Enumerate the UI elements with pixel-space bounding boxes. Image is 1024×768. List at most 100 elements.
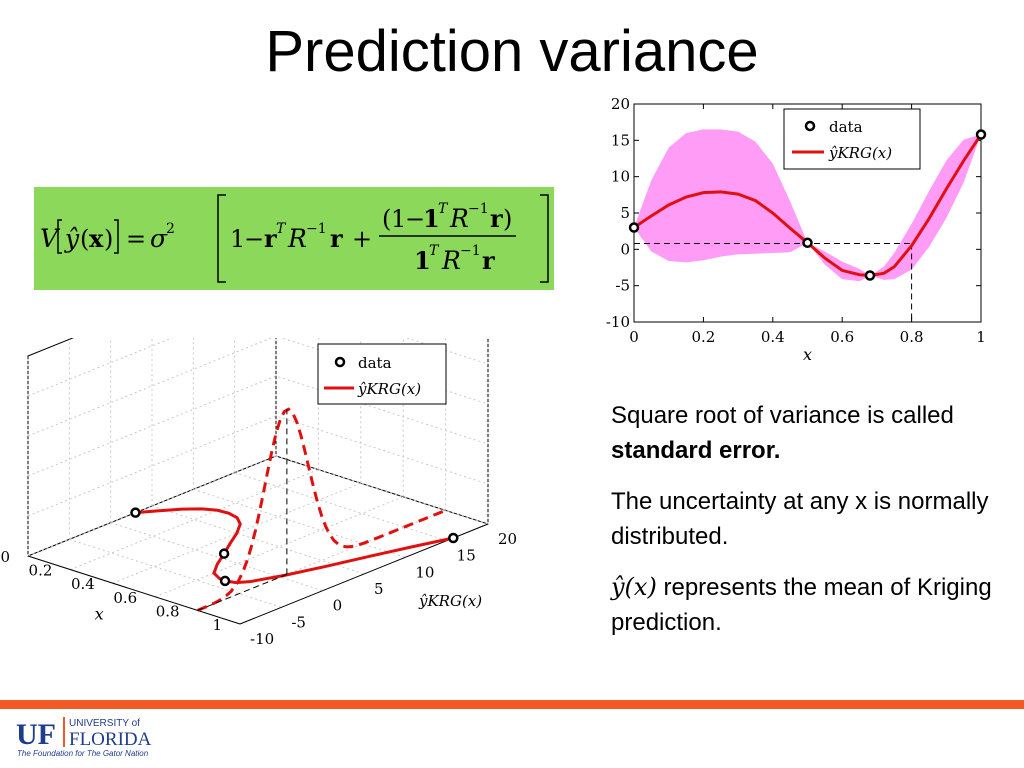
formula-sq: 2 xyxy=(166,221,175,237)
floor-grid-y xyxy=(234,472,447,542)
formula-rr1: R xyxy=(287,224,307,253)
y-tick-label: 20 xyxy=(611,95,630,113)
density-curve xyxy=(197,407,447,612)
y-tick-label: 10 xyxy=(415,563,434,581)
x-axis-edge xyxy=(27,555,241,625)
svg-text:UNIVERSITY of: UNIVERSITY of xyxy=(69,718,140,729)
formula-r4: r xyxy=(482,246,495,275)
y-tick-label: -10 xyxy=(606,313,630,331)
floor-grid-y xyxy=(110,522,323,592)
density-guide-line xyxy=(197,573,288,611)
data-point xyxy=(802,237,813,249)
legend-line-label-3d: ŷKRG(x) xyxy=(357,380,421,398)
data-point-3d xyxy=(448,532,459,544)
formula-minus: − xyxy=(244,225,264,253)
y-tick-label: 0 xyxy=(333,597,343,615)
legend-data-label: data xyxy=(829,118,863,136)
svg-text:): ) xyxy=(503,205,512,233)
bullet-3-math: ŷ(x) xyxy=(611,573,657,601)
uf-logo: UF UNIVERSITY of FLORIDA The Foundation … xyxy=(16,714,176,763)
formula-inv1: −1 xyxy=(306,221,327,237)
formula-yhat: ŷ xyxy=(64,224,80,253)
floor-grid-y xyxy=(193,488,406,558)
formula-x: x xyxy=(89,224,104,253)
data-point-3d xyxy=(218,548,230,559)
y-tick-label: -5 xyxy=(291,613,306,631)
svg-text:The Foundation for The Gator N: The Foundation for The Gator Nation xyxy=(17,749,149,758)
formula-sigma: σ xyxy=(150,224,168,253)
kriging-3d-svg: 0 0.2 0.4 0.6 0.8 1 x -10 -5 0 5 10 15 20 ŷKRG(x) data ŷ… xyxy=(0,255,517,648)
legend-data-label-3d: data xyxy=(358,354,392,372)
svg-text:(: ( xyxy=(80,225,89,253)
floor-grid-y xyxy=(69,538,282,608)
wall-grid-z xyxy=(27,375,489,477)
formula-rr3: R xyxy=(441,246,461,275)
page-title: Prediction variance xyxy=(265,19,759,84)
legend-box xyxy=(783,108,921,170)
bullet-list: Square root of variance is called standa… xyxy=(611,398,1011,656)
formula-t2: T xyxy=(438,201,449,217)
wall-grid-z xyxy=(27,295,489,397)
y-tick-label: 0 xyxy=(620,240,630,258)
formula-t1: T xyxy=(276,221,287,237)
mean-line xyxy=(633,133,983,278)
mean-curve-3d xyxy=(135,507,454,585)
formula-one3: 1 xyxy=(423,204,440,233)
bullet-mean: ŷ(x) represents the mean of Kriging pred… xyxy=(611,570,1011,640)
wall-grid-z xyxy=(27,415,489,517)
kriging-3d-chart: 0 0.2 0.4 0.6 0.8 1 x -10 -5 0 5 10 15 20 ŷKRG(x) data ŷ… xyxy=(0,255,560,673)
x-axis-label: x xyxy=(95,604,104,623)
floor-grid-y xyxy=(275,455,489,525)
bullet-standard-error: Square root of variance is called standa… xyxy=(611,398,1011,468)
legend-data-marker xyxy=(804,120,816,132)
y-tick-label: 15 xyxy=(611,131,630,149)
x-tick-label: 0.2 xyxy=(29,562,53,580)
y-tick-label: 20 xyxy=(498,530,517,548)
y-tick-label: 10 xyxy=(611,168,630,186)
y-tick-label: -10 xyxy=(250,630,274,648)
confidence-band xyxy=(634,129,981,282)
formula-rr2: R xyxy=(449,204,469,233)
formula-r2: r xyxy=(330,224,343,253)
kriging-2d-chart: 0 0.2 0.4 0.6 0.8 1 20 15 10 5 0 -5 -10 x data ŷKRG(x) xyxy=(590,92,1010,377)
x-tick-label: 0 xyxy=(0,548,10,566)
legend-line-label: ŷKRG(x) xyxy=(828,144,892,162)
uf-logo-icon: UF UNIVERSITY of FLORIDA The Foundation … xyxy=(16,717,152,758)
legend-box-3d xyxy=(317,343,447,405)
data-point-3d xyxy=(130,507,141,518)
x-tick-label: 0.6 xyxy=(830,328,854,346)
formula-one4: 1 xyxy=(414,246,431,275)
svg-text:): ) xyxy=(104,225,113,253)
x-tick-label: 0.4 xyxy=(761,328,785,346)
kriging-2d-svg: 0 0.2 0.4 0.6 0.8 1 20 15 10 5 0 -5 -10 x data ŷKRG(x) xyxy=(606,95,987,364)
formula-t3: T xyxy=(429,243,440,259)
formula-inv2: −1 xyxy=(468,201,489,217)
footer-bar xyxy=(0,700,1024,709)
formula-eq: = xyxy=(126,225,146,253)
formula-one: 1 xyxy=(230,225,245,253)
data-point-3d xyxy=(219,575,231,587)
floor-grid-x xyxy=(70,469,319,571)
y-tick-label: 5 xyxy=(620,204,630,222)
formula-inv3: −1 xyxy=(460,243,481,259)
bullet-normal-dist: The uncertainty at any x is normally dis… xyxy=(611,488,989,550)
floor-grid-y xyxy=(151,505,365,575)
y-tick-label: -5 xyxy=(615,277,630,295)
x-tick-label: 1 xyxy=(976,328,986,346)
y-tick-label: 15 xyxy=(457,547,476,565)
x-tick-label: 0.8 xyxy=(156,602,180,620)
y-axis-label: ŷKRG(x) xyxy=(418,592,482,610)
formula-svg: V ŷ ( x ) = σ 2 1 − r T R −1 r + ( 1 − 1… xyxy=(40,194,549,283)
formula-r3: r xyxy=(490,204,503,233)
bullet-3-text: represents the mean of Kriging predictio… xyxy=(611,574,992,636)
svg-text:(: ( xyxy=(382,205,391,233)
data-point xyxy=(975,129,987,140)
x-axis-label: x xyxy=(803,345,812,364)
data-point xyxy=(864,270,876,281)
bullet-1-bold: standard error. xyxy=(611,437,781,464)
formula-one2: 1 xyxy=(391,205,406,233)
svg-text:UF: UF xyxy=(16,718,56,751)
data-point xyxy=(628,222,640,233)
bullet-1-text: Square root of variance is called xyxy=(611,402,954,429)
variance-formula: V ŷ ( x ) = σ 2 1 − r T R −1 r + ( 1 − 1… xyxy=(34,187,554,290)
